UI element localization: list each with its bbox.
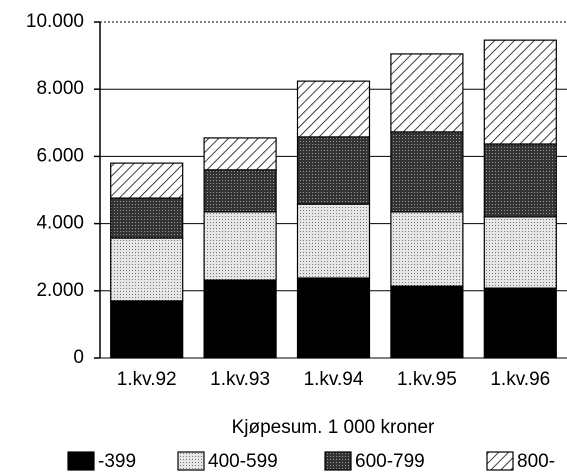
y-tick-label: 6.000 — [36, 145, 84, 166]
y-tick-label: 0 — [73, 347, 84, 368]
legend-label: 800- — [517, 451, 555, 472]
bar-segment — [203, 137, 277, 171]
x-tick-label: 1.kv.93 — [210, 369, 270, 390]
x-tick-label: 1.kv.94 — [304, 369, 364, 390]
bar-segment — [203, 169, 277, 213]
bar-segment — [390, 53, 464, 133]
legend-swatch — [67, 451, 95, 471]
bar-segment — [390, 285, 464, 359]
bar-segment — [296, 277, 371, 359]
bar-segment — [483, 143, 557, 218]
bar-segment — [483, 287, 557, 359]
bar-segment — [110, 197, 184, 239]
bar-segment — [483, 216, 557, 289]
y-tick-label: 2.000 — [36, 280, 84, 301]
legend-label: -399 — [98, 451, 136, 472]
bar-segment — [110, 237, 184, 302]
bar-segment — [296, 136, 371, 205]
y-tick-label: 8.000 — [36, 78, 84, 99]
bar-segment — [203, 279, 277, 359]
x-tick-label: 1.kv.95 — [397, 369, 457, 390]
bar-segment — [390, 131, 464, 213]
bar-segment — [296, 203, 371, 279]
x-tick-label: 1.kv.92 — [117, 369, 177, 390]
bar-segment — [110, 300, 184, 359]
bar-segment — [483, 39, 557, 145]
x-tick-label: 1.kv.96 — [490, 369, 550, 390]
bar-segment — [390, 211, 464, 287]
y-tick-label: 10.000 — [26, 11, 84, 32]
legend-swatch — [486, 451, 514, 471]
legend-label: 400-599 — [208, 451, 278, 472]
bar-segment — [296, 80, 371, 138]
legend-swatch — [177, 451, 205, 471]
bar-segment — [110, 162, 184, 199]
legend-swatch — [324, 451, 352, 471]
legend-title: Kjøpesum. 1 000 kroner — [232, 417, 435, 438]
legend-label: 600-799 — [355, 451, 425, 472]
bar-segment — [203, 211, 277, 281]
y-tick-label: 4.000 — [36, 213, 84, 234]
